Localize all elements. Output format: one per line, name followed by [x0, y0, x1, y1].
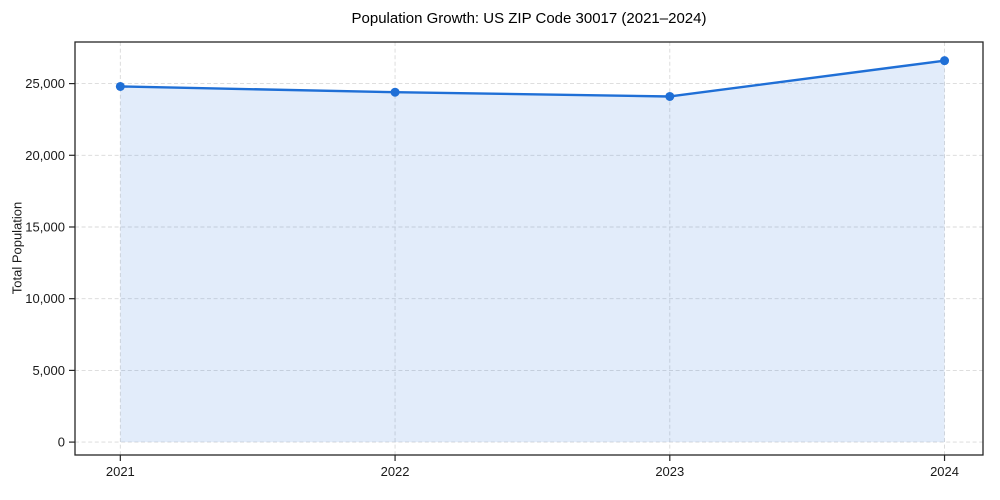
x-tick-label: 2021 — [106, 464, 135, 479]
y-tick-label: 25,000 — [25, 76, 65, 91]
data-point-marker — [390, 87, 400, 97]
x-tick-label: 2022 — [381, 464, 410, 479]
y-tick-label: 0 — [58, 435, 65, 450]
y-tick-label: 5,000 — [32, 363, 65, 378]
y-tick-label: 20,000 — [25, 148, 65, 163]
chart-title: Population Growth: US ZIP Code 30017 (20… — [351, 10, 707, 27]
area-fill — [120, 60, 945, 443]
series-line — [119, 59, 946, 98]
data-point-marker — [665, 91, 675, 101]
x-tick-label: 2023 — [655, 464, 684, 479]
y-tick-label: 15,000 — [25, 219, 65, 234]
x-tick-label: 2024 — [930, 464, 959, 479]
data-point-marker — [940, 56, 950, 66]
y-tick-label: 10,000 — [25, 291, 65, 306]
plot-border — [74, 41, 984, 456]
data-point-marker — [115, 81, 125, 91]
